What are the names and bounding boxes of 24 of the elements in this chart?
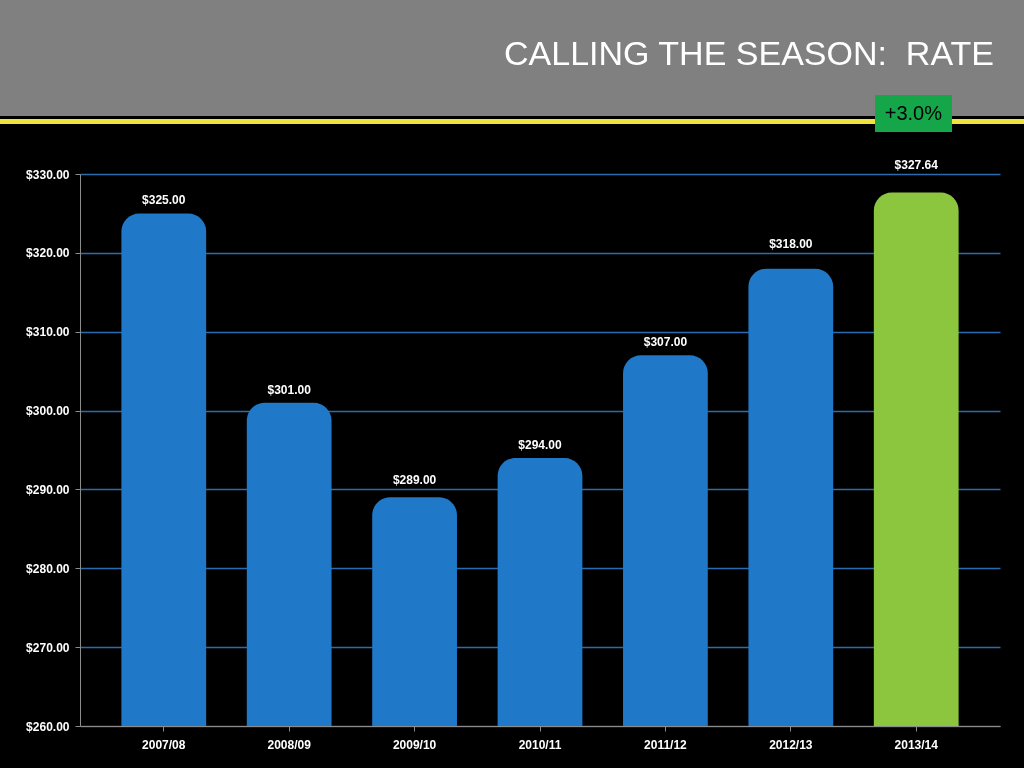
- data-label: $289.00: [392, 473, 437, 488]
- x-tick-label: 2012/13: [769, 737, 813, 752]
- x-tick-label: 2013/14: [894, 737, 939, 752]
- chart-title: CALLING THE SEASON: RATE: [504, 34, 994, 73]
- y-tick-label: $300.00: [26, 404, 70, 419]
- data-label: $301.00: [267, 382, 312, 397]
- y-tick-label: $330.00: [26, 167, 70, 182]
- y-tick-label: $310.00: [26, 325, 70, 340]
- data-label: $325.00: [142, 193, 186, 208]
- x-tick-label: 2011/12: [644, 737, 688, 752]
- y-tick-label: $270.00: [26, 640, 70, 655]
- y-tick-label: $260.00: [26, 719, 70, 734]
- y-tick-label: $320.00: [26, 246, 70, 261]
- data-label: $307.00: [643, 335, 688, 350]
- y-tick-label: $280.00: [26, 561, 70, 576]
- x-tick-label: 2008/09: [267, 737, 312, 752]
- x-tick-label: 2010/11: [518, 737, 562, 752]
- y-tick-label: $290.00: [26, 482, 70, 497]
- x-tick-label: 2007/08: [142, 737, 186, 752]
- text: +3.0%: [874, 95, 952, 132]
- x-tick-label: 2009/10: [392, 737, 437, 752]
- data-label: $294.00: [518, 437, 563, 452]
- data-label: $318.00: [769, 236, 813, 251]
- data-label: $327.64: [894, 157, 939, 172]
